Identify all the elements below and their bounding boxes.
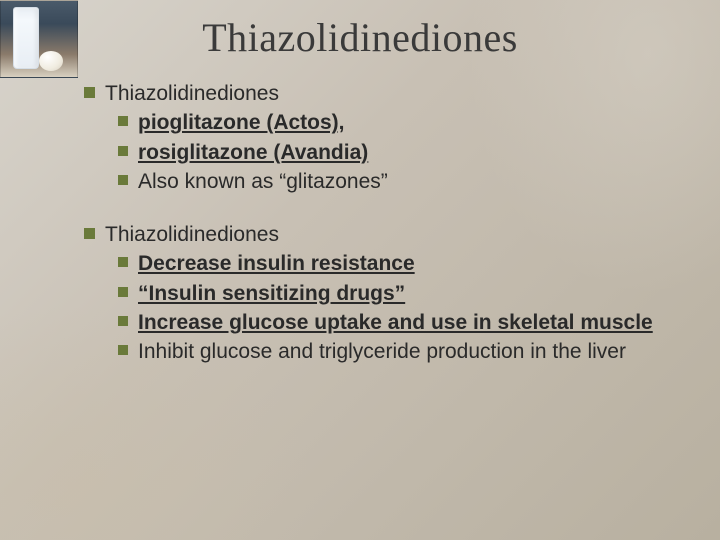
list-item: Also known as “glitazones”	[84, 168, 690, 195]
bullet-icon	[118, 287, 128, 297]
bullet-icon	[84, 87, 95, 98]
block-1: Thiazolidinediones Decrease insulin resi…	[84, 221, 690, 365]
item-text: Inhibit glucose and triglyceride product…	[138, 338, 626, 365]
list-item: Decrease insulin resistance	[84, 250, 690, 277]
list-item: Increase glucose uptake and use in skele…	[84, 309, 690, 336]
bullet-icon	[118, 257, 128, 267]
list-item: rosiglitazone (Avandia)	[84, 139, 690, 166]
item-text: Also known as “glitazones”	[138, 168, 388, 195]
item-text: rosiglitazone (Avandia)	[138, 139, 368, 166]
block-heading: Thiazolidinediones	[105, 80, 279, 107]
bullet-icon	[84, 228, 95, 239]
bullet-icon	[118, 316, 128, 326]
bullet-icon	[118, 116, 128, 126]
item-text: pioglitazone (Actos),	[138, 109, 345, 136]
list-item: pioglitazone (Actos),	[84, 109, 690, 136]
item-text: Increase glucose uptake and use in skele…	[138, 309, 653, 336]
item-text: “Insulin sensitizing drugs”	[138, 280, 405, 307]
bullet-icon	[118, 146, 128, 156]
heading-row: Thiazolidinediones	[84, 80, 690, 107]
bullet-icon	[118, 345, 128, 355]
list-item: Inhibit glucose and triglyceride product…	[84, 338, 690, 365]
block-0: Thiazolidinediones pioglitazone (Actos),…	[84, 80, 690, 195]
block-heading: Thiazolidinediones	[105, 221, 279, 248]
list-item: “Insulin sensitizing drugs”	[84, 280, 690, 307]
heading-row: Thiazolidinediones	[84, 221, 690, 248]
slide-content: Thiazolidinediones pioglitazone (Actos),…	[84, 80, 690, 392]
item-text: Decrease insulin resistance	[138, 250, 415, 277]
slide-title: Thiazolidinediones	[0, 14, 720, 61]
bullet-icon	[118, 175, 128, 185]
